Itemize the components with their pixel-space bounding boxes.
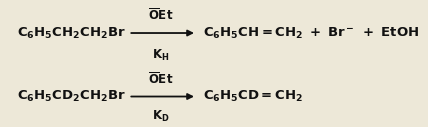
- Text: $\mathbf{C_6H_5CD_2CH_2Br}$: $\mathbf{C_6H_5CD_2CH_2Br}$: [17, 89, 126, 104]
- Text: $\mathbf{K_H}$: $\mathbf{K_H}$: [152, 48, 169, 63]
- Text: $\mathbf{K_D}$: $\mathbf{K_D}$: [152, 109, 169, 124]
- Text: $\mathbf{C_6H_5CH{=}CH_2\ +\ Br^-\ +\ EtOH}$: $\mathbf{C_6H_5CH{=}CH_2\ +\ Br^-\ +\ Et…: [203, 26, 419, 41]
- Text: $\mathbf{C_6H_5CH_2CH_2Br}$: $\mathbf{C_6H_5CH_2CH_2Br}$: [17, 26, 126, 41]
- Text: $\mathbf{C_6H_5CD{=}CH_2}$: $\mathbf{C_6H_5CD{=}CH_2}$: [203, 89, 303, 104]
- Text: $\mathbf{\overline{O}Et}$: $\mathbf{\overline{O}Et}$: [148, 71, 173, 87]
- Text: $\mathbf{\overline{O}Et}$: $\mathbf{\overline{O}Et}$: [148, 7, 173, 23]
